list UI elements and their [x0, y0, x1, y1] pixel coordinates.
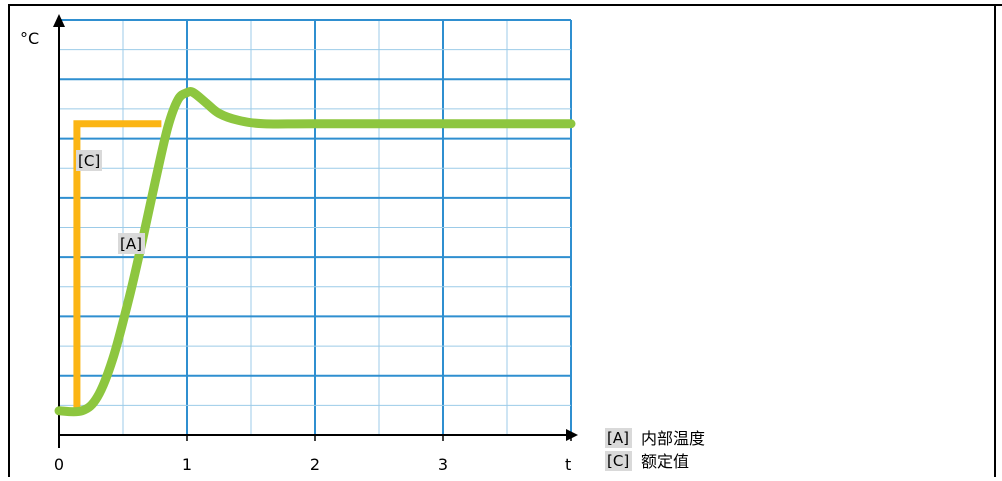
legend-item-a: [A] 内部温度 [605, 428, 705, 448]
x-tick-labels: 0 1 2 3 [54, 455, 448, 474]
x-axis-label: t [565, 455, 571, 474]
legend-label-c: 额定值 [641, 452, 689, 471]
grid [59, 19, 572, 435]
y-axis-label: °C [20, 29, 39, 48]
series-tag-a-text: [A] [120, 235, 142, 253]
legend: [A] 内部温度 [C] 额定值 [605, 428, 705, 471]
axes [53, 14, 578, 448]
series-line-internal-temp [54, 87, 576, 417]
x-tick-label: 3 [438, 455, 448, 474]
series-tag-c: [C] [76, 150, 102, 171]
series-line-setpoint [73, 120, 162, 411]
legend-tag-a: [A] [607, 429, 629, 447]
y-axis-arrow-icon [53, 14, 65, 27]
x-axis-arrow-icon [566, 429, 578, 441]
series-lines [54, 87, 576, 417]
legend-item-c: [C] 额定值 [605, 451, 689, 471]
x-tick-label: 1 [182, 455, 192, 474]
series-tag-c-text: [C] [78, 152, 100, 170]
x-tick-label: 0 [54, 455, 64, 474]
legend-tag-c: [C] [607, 452, 629, 470]
x-tick-label: 2 [310, 455, 320, 474]
legend-label-a: 内部温度 [641, 429, 705, 448]
series-tag-a: [A] [118, 233, 145, 254]
